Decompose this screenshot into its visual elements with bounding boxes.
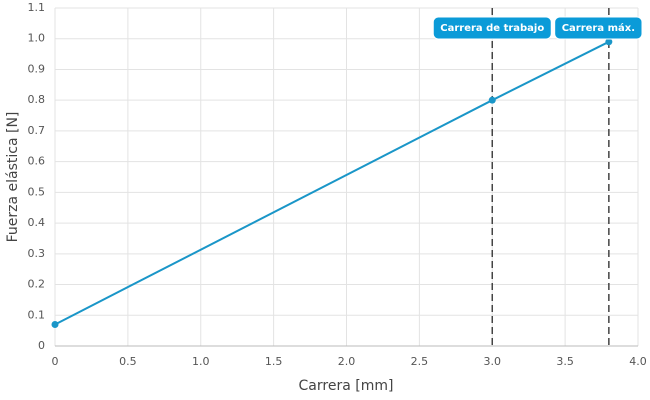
x-tick-label: 3.5 (556, 355, 574, 368)
y-tick-label: 0 (38, 339, 45, 352)
y-tick-label: 0.9 (28, 62, 46, 75)
annotation: Carrera máx. (554, 16, 643, 40)
data-point (488, 96, 496, 104)
data-point (51, 320, 59, 328)
y-tick-label: 0.6 (28, 155, 46, 168)
x-tick-label: 2.0 (338, 355, 356, 368)
x-axis-label: Carrera [mm] (299, 378, 394, 394)
x-tick-label: 1.5 (265, 355, 283, 368)
y-tick-label: 0.1 (28, 308, 46, 321)
x-tick-label: 1.0 (192, 355, 210, 368)
annotation-box (554, 16, 643, 40)
series-line (54, 40, 610, 326)
y-axis-label: Fuerza elástica [N] (5, 112, 21, 243)
y-tick-label: 1.1 (28, 1, 46, 14)
y-tick-label: 0.7 (28, 124, 46, 137)
y-tick-label: 0.2 (28, 278, 46, 291)
x-tick-label: 2.5 (411, 355, 429, 368)
x-tick-label: 4.0 (629, 355, 647, 368)
y-tick-label: 0.5 (28, 185, 46, 198)
annotation: Carrera de trabajo (432, 16, 552, 40)
y-tick-label: 1.0 (28, 32, 46, 45)
y-tick-label: 0.4 (28, 216, 46, 229)
y-tick-label: 0.3 (28, 247, 46, 260)
x-tick-label: 0 (52, 355, 59, 368)
x-tick-label: 3.0 (484, 355, 502, 368)
y-tick-label: 0.8 (28, 93, 46, 106)
annotation-label: Carrera de trabajo (440, 23, 544, 34)
annotation-label: Carrera máx. (562, 22, 635, 34)
data-point (605, 38, 613, 46)
annotation-box (432, 16, 552, 40)
x-tick-label: 0.5 (119, 355, 137, 368)
